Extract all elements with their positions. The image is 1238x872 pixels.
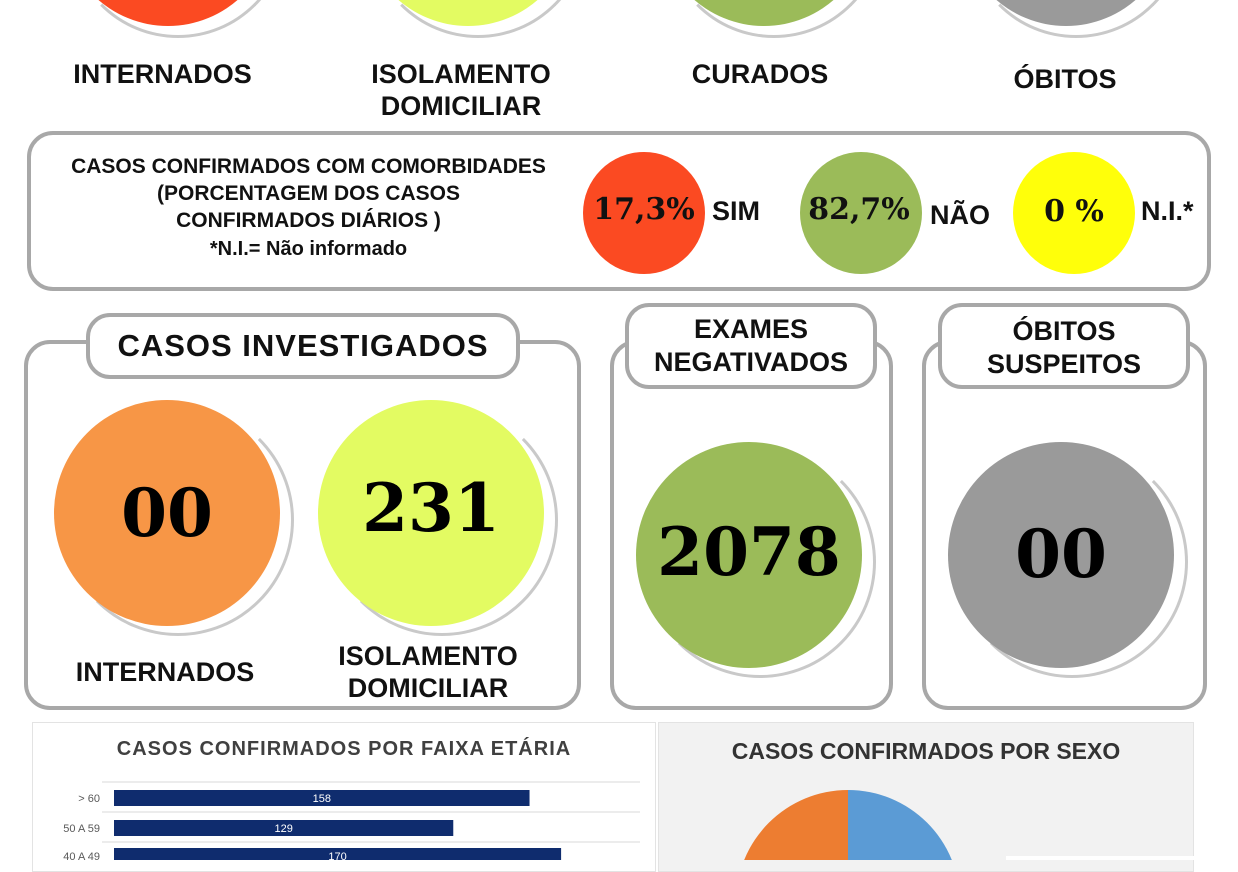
age-bar-value-label: 170	[328, 851, 346, 860]
comorbidades-sim-label: SIM	[712, 196, 761, 226]
comorbidades-title-1: CASOS CONFIRMADOS COM COMORBIDADES	[71, 155, 546, 178]
investigados-title-tab	[86, 313, 520, 379]
comorbidades-note: *N.I.= Não informado	[209, 238, 408, 260]
top-isolamento-label-1: ISOLAMENTO	[371, 59, 551, 89]
age-bar	[114, 820, 454, 836]
investigados-internados-shadow	[62, 404, 294, 636]
investigados-internados-circle	[54, 400, 280, 626]
obitos-suspeitos-value: 00	[1015, 515, 1107, 593]
investigados-isolamento-circle	[318, 400, 544, 626]
exames-value: 2078	[657, 513, 841, 591]
investigados-title: CASOS INVESTIGADOS	[117, 328, 489, 363]
comorbidades-nao-value: 82,7%	[808, 192, 910, 227]
top-internados-label: INTERNADOS	[73, 59, 252, 89]
comorbidades-sim-circle	[583, 152, 705, 274]
investigados-isolamento-value: 231	[362, 469, 500, 547]
age-bar-value-label: 158	[313, 793, 331, 805]
exames-title-tab	[625, 303, 877, 389]
obitos-suspeitos-title-tab	[938, 303, 1190, 389]
comorbidades-ni-label: N.I.*	[1141, 196, 1194, 226]
exames-title-2: NEGATIVADOS	[653, 347, 848, 377]
obitos-suspeitos-title-1: ÓBITOS	[1012, 316, 1116, 346]
age-tick-label: > 60	[78, 793, 100, 805]
exames-title-1: EXAMES	[693, 314, 809, 344]
sex-chart-plot	[744, 790, 1194, 860]
age-tick-label: 40 A 49	[63, 851, 100, 860]
investigados-isolamento-label-2: DOMICILIAR	[347, 673, 509, 703]
age-bar-value-label: 129	[274, 823, 292, 835]
sex-pie-slice	[744, 790, 848, 860]
sex-legend-box	[1006, 856, 1194, 860]
obitos-suspeitos-circle-shadow	[956, 446, 1188, 678]
age-bar	[114, 790, 530, 806]
comorbidades-sim-value: 17,3%	[593, 192, 695, 227]
comorbidades-ni-circle	[1013, 152, 1135, 274]
comorbidades-title-2: (PORCENTAGEM DOS CASOS	[157, 182, 460, 205]
sex-chart-title: CASOS CONFIRMADOS POR SEXO	[731, 738, 1121, 764]
investigados-internados-value: 00	[121, 474, 213, 552]
age-chart-plot: > 60 158 50 A 59 129 40 A 49 170	[63, 781, 640, 860]
investigados-isolamento-label-1: ISOLAMENTO	[338, 641, 518, 671]
age-tick-label: 50 A 59	[63, 823, 100, 835]
top-obitos-label: ÓBITOS	[1013, 64, 1117, 94]
obitos-suspeitos-title-2: SUSPEITOS	[986, 349, 1142, 379]
comorbidades-nao-label: NÃO	[930, 200, 990, 230]
age-bar	[114, 848, 562, 860]
comorbidades-title-3: CONFIRMADOS DIÁRIOS )	[176, 209, 441, 232]
exames-circle	[636, 442, 862, 668]
comorbidades-nao-circle	[800, 152, 922, 274]
age-chart-title: CASOS CONFIRMADOS POR FAIXA ETÁRIA	[116, 738, 572, 760]
comorbidades-ni-value: 0 %	[1044, 194, 1104, 229]
top-isolamento-label-2: DOMICILIAR	[380, 91, 542, 121]
top-curados-label: CURADOS	[691, 59, 829, 89]
sex-pie-slice	[848, 790, 952, 860]
exames-circle-shadow	[644, 446, 876, 678]
investigados-internados-label: INTERNADOS	[75, 657, 255, 687]
investigados-isolamento-shadow	[326, 404, 558, 636]
obitos-suspeitos-circle	[948, 442, 1174, 668]
